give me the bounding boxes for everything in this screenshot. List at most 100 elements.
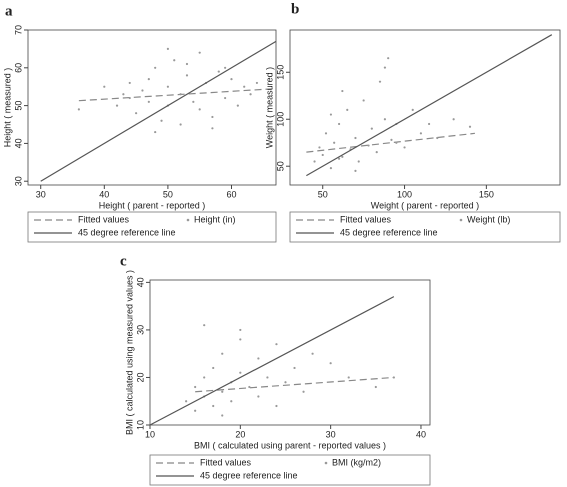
data-point [383, 118, 387, 121]
data-point [203, 376, 206, 379]
legend-frame [27, 211, 277, 243]
data-point [122, 93, 125, 96]
data-point [248, 385, 251, 389]
data-point [221, 414, 224, 417]
x-axis-title: BMI ( calculated using parent - reported… [194, 440, 386, 450]
data-point [392, 376, 395, 379]
legend-label: Weight (lb) [467, 214, 510, 224]
x-tick-label: 150 [479, 189, 494, 199]
data-point [452, 118, 455, 121]
y-tick-label: 150 [275, 65, 285, 80]
data-point [211, 127, 214, 130]
reference-line [149, 296, 395, 426]
y-tick-label: 40 [13, 138, 23, 148]
data-point [243, 85, 246, 88]
legend-label: Fitted values [200, 457, 252, 467]
fitted-line [195, 376, 394, 393]
x-tick-label: 10 [145, 429, 155, 439]
data-point [128, 96, 131, 100]
x-tick-label: 50 [318, 189, 328, 199]
data-point [166, 47, 169, 51]
x-tick-label: 20 [235, 429, 245, 439]
data-point [194, 409, 197, 412]
panel-label: c [120, 253, 127, 269]
data-point [357, 160, 360, 163]
data-point [329, 113, 333, 116]
panel-label: b [291, 1, 299, 17]
y-tick-label: 30 [135, 325, 145, 335]
data-point [166, 85, 169, 88]
data-point [390, 138, 393, 142]
y-axis-title: Height ( measured ) [2, 68, 12, 148]
data-point [411, 108, 414, 111]
y-tick-label: 50 [13, 101, 23, 111]
legend-label: 45 degree reference line [78, 227, 176, 237]
y-axis-title: Weight ( measured ) [264, 67, 274, 148]
data-point [354, 136, 357, 140]
data-point [77, 108, 80, 111]
data-point [333, 141, 336, 144]
reference-line [40, 40, 277, 182]
y-axis-title: BMI ( calculated using measured values ) [124, 270, 134, 435]
data-point [239, 328, 242, 332]
y-tick-label: 50 [275, 161, 285, 171]
data-point [337, 157, 341, 160]
legend-key [459, 218, 463, 222]
plot-frame [27, 29, 277, 186]
data-point [115, 104, 119, 107]
data-point [230, 78, 233, 81]
fitted-line [306, 132, 475, 153]
data-point [154, 66, 157, 69]
data-point [293, 366, 296, 370]
plot-frame [289, 29, 561, 186]
data-point [321, 153, 324, 157]
data-point [239, 371, 242, 374]
legend-frame [289, 211, 561, 243]
data-point [375, 151, 378, 154]
legend-frame [149, 454, 431, 486]
data-point [185, 400, 188, 403]
legend-label: Fitted values [340, 214, 392, 224]
data-point [468, 125, 472, 128]
data-point [370, 127, 373, 130]
data-point [367, 144, 370, 147]
y-tick-label: 20 [135, 372, 145, 382]
legend-label: BMI (kg/m2) [332, 457, 381, 467]
data-point [362, 99, 365, 102]
data-point [221, 352, 224, 355]
data-point [378, 80, 382, 83]
data-point [135, 112, 138, 115]
data-point [173, 59, 176, 62]
legend-label: 45 degree reference line [200, 470, 298, 480]
data-point [147, 78, 150, 81]
data-point [257, 357, 260, 360]
y-tick-label: 100 [275, 112, 285, 127]
y-tick-label: 70 [13, 25, 23, 35]
x-axis-title: Height ( parent - reported ) [99, 200, 206, 210]
fitted-line [78, 87, 277, 102]
data-point [347, 376, 350, 379]
data-point [324, 132, 328, 135]
data-point [212, 404, 215, 408]
plot-frame [149, 279, 431, 426]
data-point [341, 89, 344, 93]
data-point [239, 338, 242, 341]
legend-key [324, 461, 328, 465]
data-point [341, 155, 344, 158]
data-point [395, 141, 398, 144]
data-point [147, 100, 150, 103]
data-point [194, 385, 197, 389]
legend-key [186, 218, 190, 222]
data-point [192, 100, 195, 103]
data-point [185, 74, 189, 77]
y-tick-label: 10 [135, 420, 145, 430]
data-point [211, 115, 214, 119]
data-point [179, 93, 182, 96]
x-tick-label: 40 [99, 189, 109, 199]
legend-label: Height (in) [194, 214, 236, 224]
data-point [266, 376, 269, 379]
data-point [337, 122, 341, 126]
legend-label: 45 degree reference line [340, 227, 438, 237]
data-point [383, 66, 387, 69]
